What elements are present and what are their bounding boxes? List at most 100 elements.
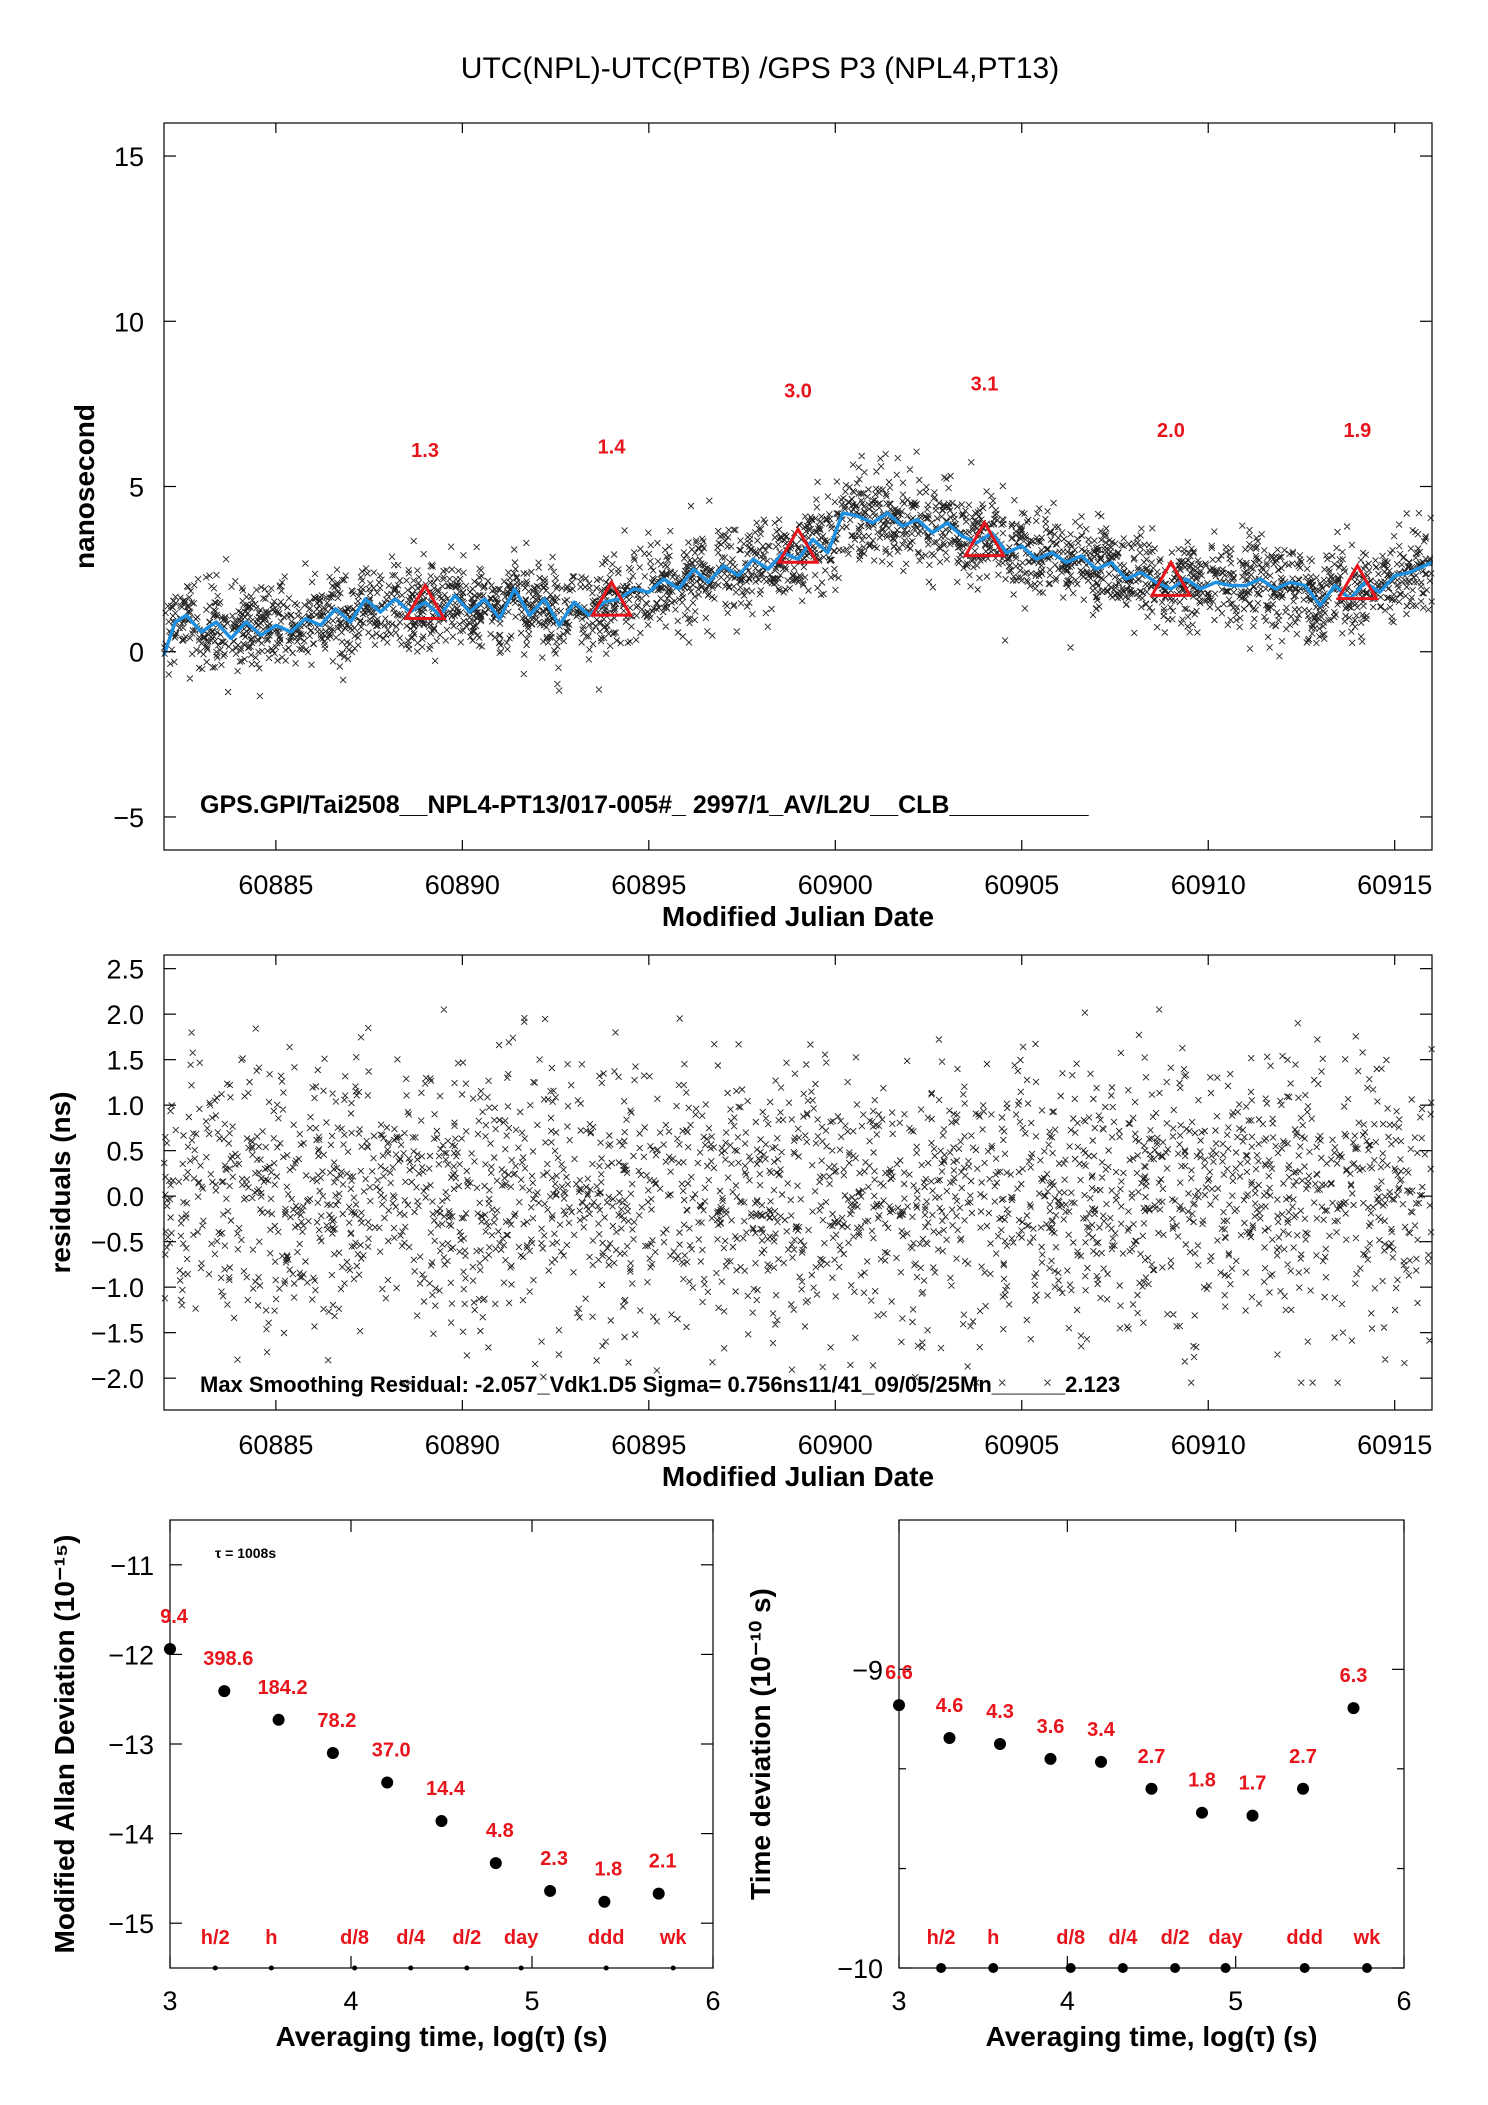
time-mark [408, 1965, 414, 1971]
deviation-label: 9.4 [160, 1606, 189, 1628]
y-tick-label: 15 [114, 142, 144, 172]
y-tick-label: 1.5 [106, 1046, 144, 1076]
y-tick-label: 10 [114, 307, 144, 337]
x-axis-title: Modified Julian Date [662, 901, 934, 932]
time-mark [1117, 1963, 1128, 1973]
y-tick-label: 1.0 [106, 1091, 144, 1121]
marker-label: 3.1 [971, 374, 999, 396]
y-tick-label: 5 [129, 473, 144, 503]
marker-label: 3.0 [784, 380, 812, 402]
plot-frame [163, 954, 1433, 1411]
deviation-label: 14.4 [426, 1778, 466, 1800]
deviation-label: 6.3 [1340, 1665, 1368, 1687]
marker-label: 1.3 [411, 440, 439, 462]
y-tick-label: 2.0 [106, 1000, 144, 1030]
x-tick-label: 60895 [611, 1430, 686, 1460]
data-point-marks [161, 448, 1436, 700]
deviation-label: 2.1 [649, 1851, 677, 1873]
time-mark-label: h [987, 1927, 999, 1949]
time-mark [1220, 1963, 1231, 1973]
deviation-label: 184.2 [258, 1677, 308, 1699]
y-tick-label: −9 [852, 1655, 883, 1685]
deviation-point [1095, 1755, 1107, 1768]
annotation: GPS.GPI/Tai2508__NPL4-PT13/017-005#_ 299… [200, 791, 1090, 819]
triangle-marker [589, 579, 634, 617]
deviation-point [218, 1685, 231, 1698]
y-tick-label: −15 [108, 1909, 154, 1939]
marker-label: 1.9 [1344, 420, 1372, 442]
time-mark-label: d/8 [340, 1927, 369, 1949]
deviation-point [598, 1895, 611, 1908]
deviation-label: 4.3 [986, 1701, 1014, 1723]
triangle-marker [776, 526, 820, 564]
deviation-point [943, 1732, 956, 1745]
deviation-label: 6.6 [885, 1662, 913, 1684]
x-tick-label: 4 [1060, 1986, 1075, 2016]
time-mark [212, 1965, 218, 1971]
deviation-point [489, 1857, 502, 1870]
time-mark-label: d/4 [1108, 1927, 1138, 1949]
time-mark [352, 1965, 358, 1971]
deviation-label: 3.6 [1037, 1716, 1065, 1738]
y-tick-label: −2.0 [91, 1364, 144, 1394]
x-tick-label: 60910 [1171, 1430, 1246, 1460]
data-points [161, 448, 1436, 700]
deviation-label: 4.6 [936, 1695, 964, 1717]
deviation-point [326, 1746, 339, 1759]
x-tick-label: 60895 [611, 870, 686, 900]
deviation-point [381, 1776, 394, 1789]
tdev-panel: 3 4 5 6 −9 −10 6.6 4.6 4.3 3.6 3.4 2.7 1.8 1.7 2.7 6.3 h… [745, 1519, 1412, 2052]
time-mark-label: wk [659, 1927, 688, 1949]
x-tick-label: 6 [1396, 1986, 1411, 2016]
time-mark-label: d/2 [1161, 1927, 1190, 1949]
deviation-label: 3.4 [1087, 1719, 1116, 1741]
y-tick-label: −11 [110, 1551, 154, 1581]
y-tick-label: −0.5 [91, 1228, 144, 1258]
chart-title: UTC(NPL)-UTC(PTB) /GPS P3 (NPL4,PT13) [461, 52, 1059, 85]
time-mark-label: day [1208, 1927, 1243, 1949]
deviation-label: 1.8 [1188, 1770, 1216, 1792]
y-tick-label: 0.5 [106, 1137, 144, 1167]
deviation-point [893, 1699, 905, 1712]
marker-label: 1.4 [598, 436, 627, 458]
time-mark-label: wk [1353, 1927, 1382, 1949]
x-tick-label: 60905 [984, 870, 1059, 900]
deviation-point [652, 1887, 665, 1900]
y-tick-label: −1.0 [91, 1273, 144, 1303]
plot-frame [898, 1519, 1405, 1969]
deviation-point [994, 1738, 1006, 1750]
deviation-label: 4.8 [486, 1820, 514, 1842]
time-mark-label: d/2 [452, 1927, 481, 1949]
x-axis-title: Averaging time, log(τ) (s) [276, 2021, 608, 2052]
triangle-marker [1149, 559, 1193, 597]
y-tick-label: −5 [113, 803, 144, 833]
x-tick-label: 60900 [798, 1430, 873, 1460]
y-tick-label: 2.5 [106, 955, 144, 985]
plot-frame [169, 1519, 714, 1969]
triangle-marker [403, 582, 447, 620]
time-mark-label: d/4 [396, 1927, 426, 1949]
plot-frame [163, 122, 1433, 851]
time-mark [1299, 1963, 1310, 1973]
deviation-label: 78.2 [317, 1710, 356, 1732]
time-mark-label: d/8 [1056, 1927, 1085, 1949]
y-axis-title: Time deviation (10⁻¹⁰ s) [745, 1588, 776, 1900]
time-mark [1361, 1963, 1372, 1973]
time-mark [1065, 1963, 1076, 1973]
time-mark-label: day [504, 1927, 539, 1949]
time-mark-label: h/2 [927, 1927, 956, 1949]
x-axis-title: Averaging time, log(τ) (s) [986, 2021, 1318, 2052]
time-mark [936, 1963, 947, 1973]
deviation-label: 2.3 [540, 1848, 568, 1870]
x-tick-label: 60885 [238, 870, 313, 900]
deviation-point [1196, 1806, 1208, 1819]
time-mark-label: ddd [1286, 1927, 1323, 1949]
time-mark [1170, 1963, 1181, 1973]
time-mark [988, 1963, 999, 1973]
x-tick-label: 60910 [1171, 870, 1246, 900]
annotation: Max Smoothing Residual: -2.057_Vdk1.D5 S… [200, 1372, 1120, 1397]
deviation-point [164, 1643, 176, 1656]
deviation-label: 1.7 [1239, 1773, 1267, 1795]
deviation-label: 37.0 [372, 1740, 411, 1762]
